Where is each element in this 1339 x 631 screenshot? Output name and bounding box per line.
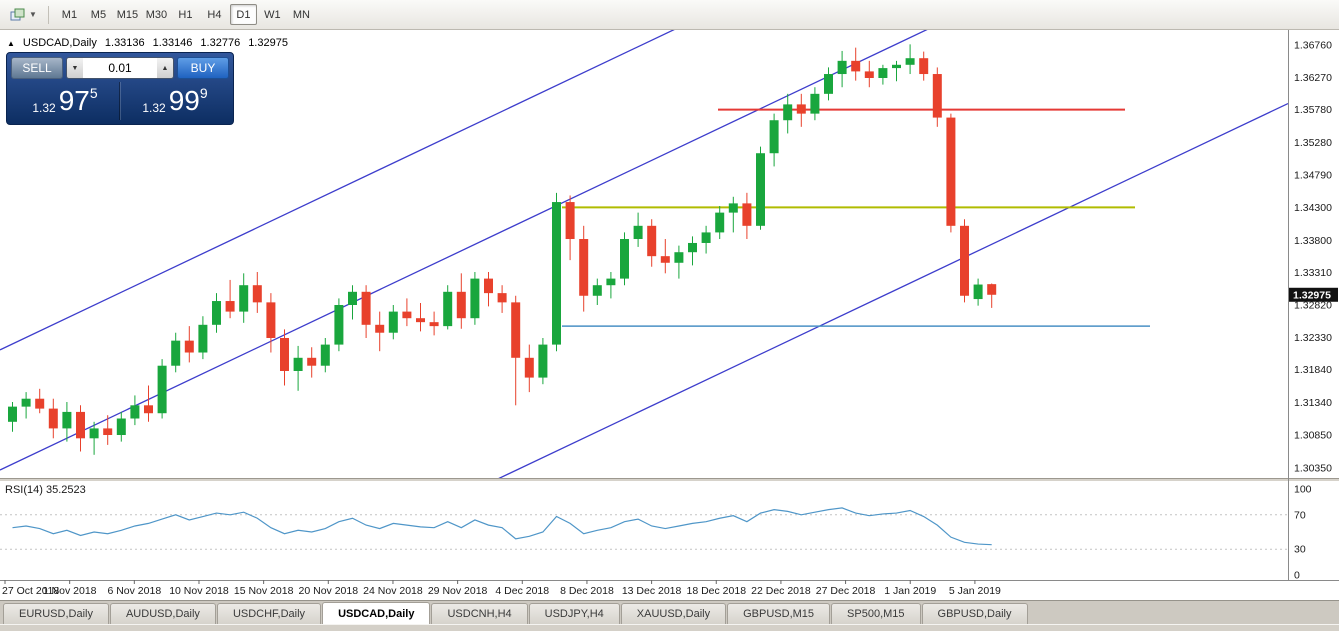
timeframe-buttons: M1 M5 M15 M30 H1 H4 D1 W1 MN — [55, 4, 316, 25]
timeframe-button-m15[interactable]: M15 — [114, 4, 141, 25]
buy-price-prefix: 1.32 — [142, 101, 166, 115]
timeframe-button-m30[interactable]: M30 — [143, 4, 170, 25]
timeframe-button-h1[interactable]: H1 — [172, 4, 199, 25]
chart-tab-gbpusd[interactable]: GBPUSD,Daily — [921, 603, 1028, 624]
chart-window: RSI(14) 35.2523 1.36760 1.36270 1.35780 1.35… — [0, 30, 1339, 600]
price-axis-label: 1.36270 — [1294, 72, 1332, 84]
rsi-indicator-label: RSI(14) 35.2523 — [5, 484, 86, 496]
timeframe-button-mn[interactable]: MN — [288, 4, 315, 25]
price-axis-label: 1.35280 — [1294, 137, 1332, 149]
volume-control: ▼ 0.01 ▲ — [66, 57, 174, 79]
date-axis-label: 24 Nov 2018 — [363, 585, 423, 597]
chart-tab-usdjpy[interactable]: USDJPY,H4 — [528, 603, 620, 624]
sell-price-sup: 5 — [89, 85, 98, 101]
buy-button[interactable]: BUY — [177, 57, 229, 79]
volume-increase-button[interactable]: ▲ — [157, 58, 173, 78]
date-axis-label: 13 Dec 2018 — [622, 585, 682, 597]
sell-price[interactable]: 1.32 97 5 — [11, 82, 120, 120]
buy-price-sup: 9 — [199, 85, 208, 101]
chart-symbol-ohlc: ▲ USDCAD,Daily 1.33136 1.33146 1.32776 1… — [7, 37, 288, 49]
trend-channel-line — [0, 30, 675, 351]
chart-marker-icon: ▲ — [7, 38, 15, 48]
price-axis-label: 1.35780 — [1294, 104, 1332, 116]
timeframe-button-w1[interactable]: W1 — [259, 4, 286, 25]
price-axis-label: 1.32330 — [1294, 332, 1332, 344]
date-axis-label: 8 Dec 2018 — [560, 585, 614, 597]
price-axis-label: 1.30350 — [1294, 463, 1332, 475]
date-axis-label: 1 Jan 2019 — [884, 585, 936, 597]
chart-tab-xauusd[interactable]: XAUUSD,Daily — [620, 603, 727, 624]
volume-input[interactable]: 0.01 — [83, 58, 157, 78]
price-axis-label: 1.34790 — [1294, 170, 1332, 182]
chart-tab-gbpusd[interactable]: GBPUSD,M15 — [727, 603, 831, 624]
one-click-trading-panel: SELL ▼ 0.01 ▲ BUY 1.32 97 5 1.32 99 9 — [6, 52, 234, 125]
price-axis-label: 1.33800 — [1294, 235, 1332, 247]
chart-tabs: EURUSD,Daily AUDUSD,Daily USDCHF,Daily USDC… — [3, 602, 1028, 624]
date-axis-label: 27 Oct 2018 — [2, 585, 59, 597]
chart-tab-usdcnh[interactable]: USDCNH,H4 — [431, 603, 528, 624]
date-axis-label: 20 Nov 2018 — [299, 585, 359, 597]
timeframe-button-m1[interactable]: M1 — [56, 4, 83, 25]
date-axis-label: 4 Dec 2018 — [495, 585, 549, 597]
buy-price[interactable]: 1.32 99 9 — [120, 82, 229, 120]
date-axis-label: 27 Dec 2018 — [816, 585, 876, 597]
svg-text:1.32975: 1.32975 — [1293, 289, 1331, 301]
date-axis-label: 22 Dec 2018 — [751, 585, 811, 597]
bottom-strip — [0, 624, 1339, 631]
rsi-axis-label: 0 — [1294, 570, 1300, 582]
rsi-axis-label: 100 — [1294, 484, 1312, 496]
chart-tabs-bar: EURUSD,Daily AUDUSD,Daily USDCHF,Daily USDC… — [0, 600, 1339, 624]
periods-menu-button[interactable]: ▼ — [5, 5, 42, 25]
current-price-tag — [1289, 287, 1338, 302]
symbol-name: USDCAD,Daily — [22, 37, 97, 49]
trend-channel-line — [0, 30, 928, 471]
price-axis-label: 1.31840 — [1294, 364, 1332, 376]
periods-icon — [10, 8, 25, 20]
chart-tab-usdchf[interactable]: USDCHF,Daily — [216, 603, 322, 624]
date-axis-label: 15 Nov 2018 — [234, 585, 294, 597]
timeframe-button-m5[interactable]: M5 — [85, 4, 112, 25]
date-axis-label: 5 Jan 2019 — [949, 585, 1001, 597]
timeframe-button-h4[interactable]: H4 — [201, 4, 228, 25]
toolbar-separator — [47, 5, 49, 24]
candles — [8, 44, 997, 455]
rsi-axis-label: 30 — [1294, 544, 1306, 556]
chart-tab-sp500[interactable]: SP500,M15 — [831, 603, 921, 624]
date-axis-label: 1 Nov 2018 — [43, 585, 97, 597]
price-axis-label: 1.32820 — [1294, 300, 1332, 312]
price-axis-label: 1.30850 — [1294, 430, 1332, 442]
chevron-down-icon: ▼ — [29, 9, 37, 19]
rsi-axis-label: 70 — [1294, 509, 1306, 521]
date-axis-label: 18 Dec 2018 — [686, 585, 746, 597]
timeframe-button-d1[interactable]: D1 — [229, 4, 257, 25]
date-axis-label: 29 Nov 2018 — [428, 585, 488, 597]
buy-price-big: 99 — [168, 85, 200, 116]
chart-tab-eurusd[interactable]: EURUSD,Daily — [3, 603, 109, 624]
rsi-line — [12, 507, 992, 546]
chart-tab-audusd[interactable]: AUDUSD,Daily — [109, 603, 216, 624]
price-axis-label: 1.36760 — [1294, 40, 1332, 52]
ohlc-low: 1.32776 — [200, 37, 241, 49]
ohlc-close: 1.32975 — [248, 37, 288, 49]
chart-canvas[interactable]: RSI(14) 35.2523 1.36760 1.36270 1.35780 1.35… — [0, 30, 1339, 600]
ohlc-open: 1.33136 — [104, 37, 145, 49]
timeframes-toolbar: ▼ M1 M5 M15 M30 H1 H4 D1 W1 MN — [0, 0, 1339, 30]
date-axis-label: 6 Nov 2018 — [107, 585, 161, 597]
sell-price-prefix: 1.32 — [32, 101, 56, 115]
date-axis-label: 10 Nov 2018 — [169, 585, 229, 597]
ohlc-high: 1.33146 — [152, 37, 193, 49]
volume-dropdown-button[interactable]: ▼ — [67, 58, 83, 78]
price-axis-label: 1.31340 — [1294, 397, 1332, 409]
price-axis-label: 1.33310 — [1294, 267, 1332, 279]
trend-channel-line — [498, 102, 1288, 478]
price-pane — [0, 30, 1288, 478]
sell-button[interactable]: SELL — [11, 57, 63, 79]
chart-tab-usdcad[interactable]: USDCAD,Daily — [322, 602, 431, 624]
sell-price-big: 97 — [58, 85, 90, 116]
price-axis-label: 1.34300 — [1294, 202, 1332, 214]
